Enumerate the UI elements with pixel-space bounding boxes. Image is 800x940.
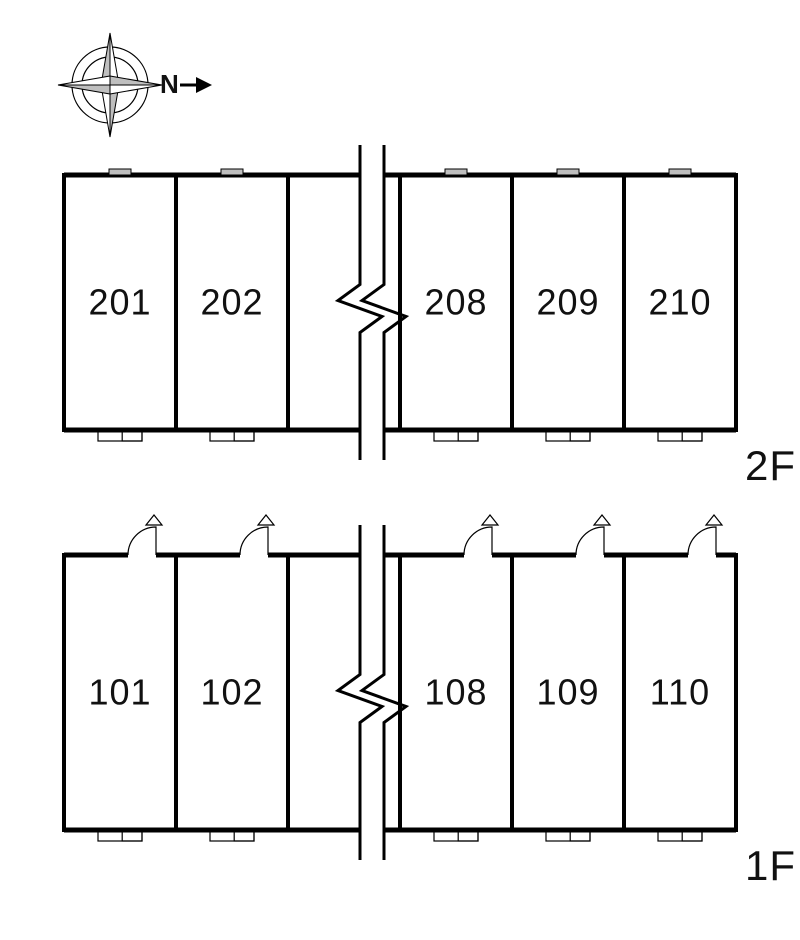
- unit-label: 209: [536, 282, 599, 323]
- unit-label: 201: [88, 282, 151, 323]
- compass-icon: N: [58, 33, 212, 137]
- unit-label: 108: [424, 672, 487, 713]
- unit-label: 101: [88, 672, 151, 713]
- compass-label: N: [160, 69, 179, 99]
- unit-label: 109: [536, 672, 599, 713]
- unit-label: 110: [650, 672, 710, 713]
- floor-label: 1F: [745, 842, 796, 889]
- floor-label: 2F: [745, 442, 796, 489]
- unit-label: 210: [648, 282, 711, 323]
- unit-label: 202: [200, 282, 263, 323]
- floor-2F: 201 202 208 209 210 2F: [64, 143, 796, 489]
- floor-1F: 101 102 108 109 110 1F: [64, 515, 796, 889]
- unit-label: 208: [424, 282, 487, 323]
- building-floor-layout-diagram: N 201 202 208 209 210 2F 101 102 108 109 110 1F: [0, 0, 800, 940]
- unit-label: 102: [200, 672, 263, 713]
